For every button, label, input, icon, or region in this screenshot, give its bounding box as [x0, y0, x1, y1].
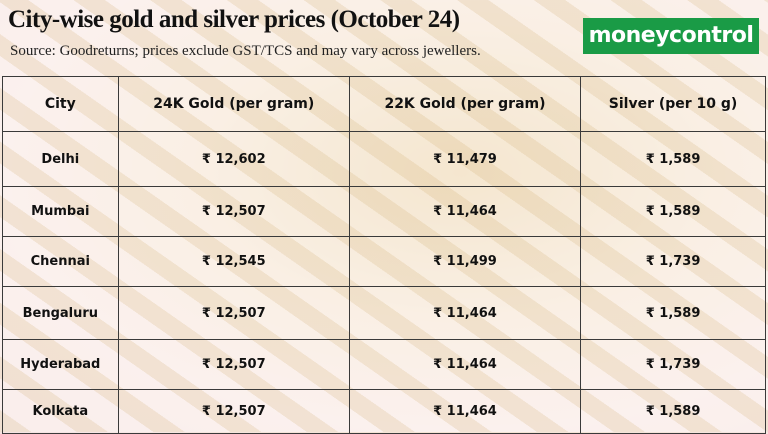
price-cell: ₹ 1,589	[580, 186, 766, 237]
price-cell: ₹ 11,464	[348, 186, 582, 237]
title: City-wise gold and silver prices (Octobe…	[8, 6, 460, 33]
source-note: Source: Goodreturns; prices exclude GST/…	[10, 43, 481, 59]
header-row: City 24K Gold (per gram) 22K Gold (per gra…	[2, 76, 766, 132]
price-cell: ₹ 12,507	[117, 389, 350, 434]
price-cell: ₹ 12,507	[117, 186, 350, 237]
price-cell: ₹ 11,479	[348, 131, 582, 187]
city-cell: Hyderabad	[2, 339, 119, 390]
table-row: Hyderabad ₹ 12,507 ₹ 11,464 ₹ 1,739	[2, 339, 766, 390]
column-header: Silver (per 10 g)	[580, 76, 766, 132]
city-cell: Chennai	[2, 236, 119, 287]
city-cell: Kolkata	[2, 389, 119, 434]
price-cell: ₹ 1,739	[580, 236, 766, 287]
column-header: 24K Gold (per gram)	[117, 76, 350, 132]
price-cell: ₹ 12,507	[117, 339, 350, 390]
table-row: Mumbai ₹ 12,507 ₹ 11,464 ₹ 1,589	[2, 186, 766, 237]
price-cell: ₹ 11,464	[348, 339, 582, 390]
table-row: Chennai ₹ 12,545 ₹ 11,499 ₹ 1,739	[2, 236, 766, 287]
city-cell: Bengaluru	[2, 286, 119, 340]
table-row: Bengaluru ₹ 12,507 ₹ 11,464 ₹ 1,589	[2, 286, 766, 340]
price-cell: ₹ 1,589	[580, 131, 766, 187]
table-row: Delhi ₹ 12,602 ₹ 11,479 ₹ 1,589	[2, 131, 766, 187]
price-cell: ₹ 11,464	[348, 389, 582, 434]
logo: moneycontrol	[583, 18, 759, 54]
table-row: Kolkata ₹ 12,507 ₹ 11,464 ₹ 1,589	[2, 389, 766, 434]
price-cell: ₹ 1,739	[580, 339, 766, 390]
city-cell: Mumbai	[2, 186, 119, 237]
price-cell: ₹ 11,499	[348, 236, 582, 287]
price-cell: ₹ 1,589	[580, 389, 766, 434]
price-cell: ₹ 12,545	[117, 236, 350, 287]
price-table: City 24K Gold (per gram) 22K Gold (per gra…	[2, 76, 766, 434]
column-header: City	[2, 76, 119, 132]
column-header: 22K Gold (per gram)	[348, 76, 582, 132]
price-cell: ₹ 12,602	[117, 131, 350, 187]
city-cell: Delhi	[2, 131, 119, 187]
price-cell: ₹ 11,464	[348, 286, 582, 340]
price-cell: ₹ 1,589	[580, 286, 766, 340]
price-cell: ₹ 12,507	[117, 286, 350, 340]
